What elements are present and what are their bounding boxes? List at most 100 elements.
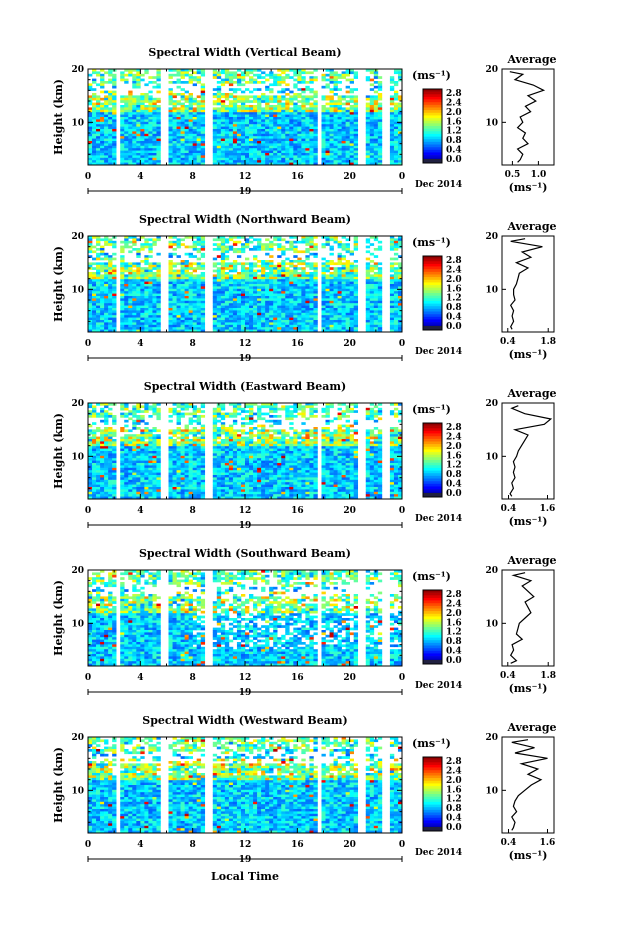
heatmap-cell [100,78,105,82]
heatmap-cell [397,324,403,328]
heatmap-cell [220,405,226,409]
heatmap-cell [172,276,177,280]
heatmap-cell [100,112,105,115]
heatmap-cell [337,257,342,261]
heatmap-cell [240,136,246,139]
heatmap-cell [172,100,177,103]
heatmap-cell [136,252,141,256]
heatmap-cell [369,320,375,323]
heatmap-cell [96,105,101,108]
heatmap-cell [216,95,222,99]
heatmap-cell [196,324,202,328]
heatmap-cell [265,102,270,106]
heatmap-cell [88,255,93,258]
date-month-year: Dec 2014 [415,180,462,190]
heatmap-cell [176,308,181,311]
heatmap-cell [293,117,298,120]
heatmap-cell [389,281,395,285]
heatmap-cell [305,236,310,239]
heatmap-cell [257,95,262,99]
heatmap-cell [265,312,270,316]
heatmap-cell [281,269,286,273]
heatmap-cell [232,109,238,113]
heatmap-cell [196,145,202,149]
heatmap-cell [108,293,113,297]
heatmap-cell [297,138,302,142]
heatmap-cell [257,129,262,132]
heatmap-cell [236,310,242,314]
heatmap-cell [389,296,395,299]
heatmap-cell [341,293,346,297]
heatmap-cell [257,76,262,79]
heatmap-cell [104,148,109,151]
heatmap-cell [148,102,153,106]
heatmap-cell [224,143,230,147]
heatmap-cell [365,284,371,287]
heatmap-cell [152,403,157,406]
heatmap-cell [188,279,193,282]
heatmap-cell [120,260,125,263]
heatmap-cell [305,255,310,258]
heatmap-cell [257,245,262,249]
heatmap-cell [309,88,314,91]
heatmap-cell [124,286,129,290]
heatmap-cell [192,155,197,159]
heatmap-cell [212,155,218,159]
heatmap-cell [224,93,230,96]
heatmap-cell [257,88,262,91]
heatmap-cell [353,264,359,268]
heatmap-cell [277,143,282,147]
heatmap-cell [397,288,403,292]
heatmap-cell [100,90,105,94]
heatmap-cell [144,97,149,101]
heatmap-cell [220,245,226,249]
heatmap-cell [228,88,234,91]
heatmap-cell [192,305,197,309]
heatmap-cell [249,293,254,297]
heatmap-cell [140,298,145,302]
heatmap-cell [369,157,375,161]
heatmap-cell [220,288,226,292]
heatmap-cell [293,293,298,297]
heatmap-cell [200,262,206,266]
heatmap-cell [373,100,379,103]
heatmap-cell [341,262,346,266]
heatmap-cell [289,329,294,333]
heatmap-cell [337,255,342,258]
heatmap-cell [269,262,274,266]
heatmap-cell [176,240,181,244]
heatmap-cell [216,85,222,89]
heatmap-cell [369,329,375,333]
heatmap-cell [365,288,371,292]
heatmap-cell [108,109,113,113]
heatmap-cell [245,73,250,77]
heatmap-cell [136,138,141,142]
heatmap-cell [220,236,226,239]
heatmap-cell [281,155,286,159]
heatmap-cell [236,274,242,278]
x-tick-label: 16 [291,339,304,349]
heatmap-cell [373,286,379,290]
heatmap-cell [293,150,298,154]
heatmap-cell [88,238,93,242]
heatmap-cell [156,109,161,113]
heatmap-cell [220,310,226,314]
heatmap-cell [245,291,250,294]
heatmap-cell [397,136,403,139]
heatmap-cell [200,114,206,118]
heatmap-cell [253,296,258,299]
heatmap-cell [96,264,101,268]
heatmap-cell [257,143,262,147]
heatmap-cell [224,262,230,266]
heatmap-cell [397,133,403,137]
heatmap-cell [365,264,371,268]
heatmap-cell [281,298,286,302]
heatmap-cell [100,267,105,270]
heatmap-cell [333,129,338,132]
heatmap-cell [257,100,262,103]
heatmap-cell [124,126,129,130]
heatmap-cell [240,76,246,79]
heatmap-cell [88,410,93,413]
heatmap-cell [265,95,270,99]
heatmap-cell [397,312,403,316]
